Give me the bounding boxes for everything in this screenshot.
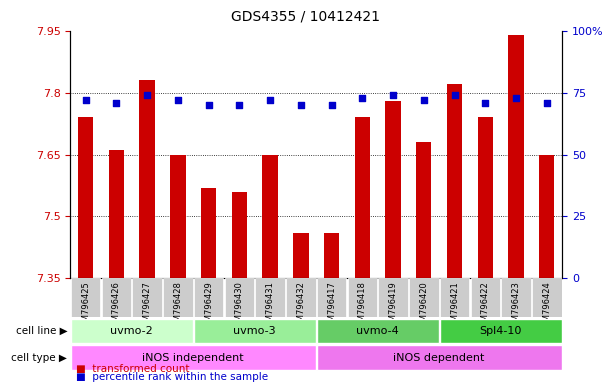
Text: GSM796420: GSM796420 bbox=[419, 281, 428, 332]
FancyBboxPatch shape bbox=[255, 278, 285, 317]
Point bbox=[81, 97, 90, 103]
Text: GSM796432: GSM796432 bbox=[296, 281, 306, 332]
Point bbox=[542, 99, 552, 106]
Text: GSM796428: GSM796428 bbox=[174, 281, 182, 332]
Point bbox=[296, 102, 306, 108]
Text: uvmo-3: uvmo-3 bbox=[233, 326, 276, 336]
FancyBboxPatch shape bbox=[440, 319, 562, 343]
FancyBboxPatch shape bbox=[194, 319, 315, 343]
Text: cell type ▶: cell type ▶ bbox=[12, 353, 67, 362]
Point bbox=[419, 97, 429, 103]
FancyBboxPatch shape bbox=[133, 278, 162, 317]
Bar bbox=[78, 118, 93, 278]
Text: GSM796426: GSM796426 bbox=[112, 281, 121, 332]
FancyBboxPatch shape bbox=[225, 278, 254, 317]
Point bbox=[111, 99, 121, 106]
Bar bbox=[293, 233, 309, 278]
FancyBboxPatch shape bbox=[71, 278, 100, 317]
FancyBboxPatch shape bbox=[317, 278, 346, 317]
Point bbox=[327, 102, 337, 108]
FancyBboxPatch shape bbox=[409, 278, 439, 317]
Text: GSM796429: GSM796429 bbox=[204, 281, 213, 332]
Text: GSM796418: GSM796418 bbox=[358, 281, 367, 332]
Text: ■  percentile rank within the sample: ■ percentile rank within the sample bbox=[76, 372, 268, 382]
FancyBboxPatch shape bbox=[440, 278, 469, 317]
FancyBboxPatch shape bbox=[532, 278, 562, 317]
Text: cell line ▶: cell line ▶ bbox=[16, 326, 67, 336]
Text: ■  transformed count: ■ transformed count bbox=[76, 364, 190, 374]
Text: iNOS dependent: iNOS dependent bbox=[393, 353, 485, 362]
Point bbox=[235, 102, 244, 108]
FancyBboxPatch shape bbox=[348, 278, 377, 317]
Bar bbox=[386, 101, 401, 278]
Text: GDS4355 / 10412421: GDS4355 / 10412421 bbox=[231, 10, 380, 23]
Text: uvmo-4: uvmo-4 bbox=[356, 326, 399, 336]
Bar bbox=[416, 142, 431, 278]
Bar bbox=[201, 187, 216, 278]
Bar bbox=[447, 84, 462, 278]
Text: GSM796431: GSM796431 bbox=[266, 281, 274, 332]
Point bbox=[511, 94, 521, 101]
Text: GSM796419: GSM796419 bbox=[389, 281, 398, 332]
Point bbox=[357, 94, 367, 101]
Text: iNOS independent: iNOS independent bbox=[142, 353, 244, 362]
Text: GSM796430: GSM796430 bbox=[235, 281, 244, 332]
Point bbox=[265, 97, 275, 103]
Point bbox=[203, 102, 213, 108]
FancyBboxPatch shape bbox=[101, 278, 131, 317]
FancyBboxPatch shape bbox=[71, 346, 315, 369]
FancyBboxPatch shape bbox=[286, 278, 315, 317]
Bar bbox=[109, 151, 124, 278]
FancyBboxPatch shape bbox=[194, 278, 224, 317]
FancyBboxPatch shape bbox=[378, 278, 408, 317]
FancyBboxPatch shape bbox=[317, 319, 439, 343]
Text: GSM796417: GSM796417 bbox=[327, 281, 336, 332]
Text: GSM796424: GSM796424 bbox=[542, 281, 551, 332]
Point bbox=[450, 92, 459, 98]
Bar bbox=[508, 35, 524, 278]
Bar bbox=[170, 154, 186, 278]
Point bbox=[480, 99, 490, 106]
Bar bbox=[232, 192, 247, 278]
Point bbox=[142, 92, 152, 98]
FancyBboxPatch shape bbox=[71, 319, 192, 343]
Text: Spl4-10: Spl4-10 bbox=[480, 326, 522, 336]
Bar bbox=[354, 118, 370, 278]
Text: GSM796423: GSM796423 bbox=[511, 281, 521, 332]
FancyBboxPatch shape bbox=[470, 278, 500, 317]
Bar bbox=[539, 154, 554, 278]
Text: GSM796427: GSM796427 bbox=[142, 281, 152, 332]
FancyBboxPatch shape bbox=[501, 278, 531, 317]
Bar bbox=[478, 118, 493, 278]
FancyBboxPatch shape bbox=[163, 278, 192, 317]
Text: GSM796422: GSM796422 bbox=[481, 281, 490, 332]
Bar bbox=[262, 154, 278, 278]
Bar bbox=[324, 233, 339, 278]
Point bbox=[173, 97, 183, 103]
Bar bbox=[139, 80, 155, 278]
Text: GSM796425: GSM796425 bbox=[81, 281, 90, 332]
Point bbox=[388, 92, 398, 98]
Text: GSM796421: GSM796421 bbox=[450, 281, 459, 332]
FancyBboxPatch shape bbox=[317, 346, 562, 369]
Text: uvmo-2: uvmo-2 bbox=[111, 326, 153, 336]
